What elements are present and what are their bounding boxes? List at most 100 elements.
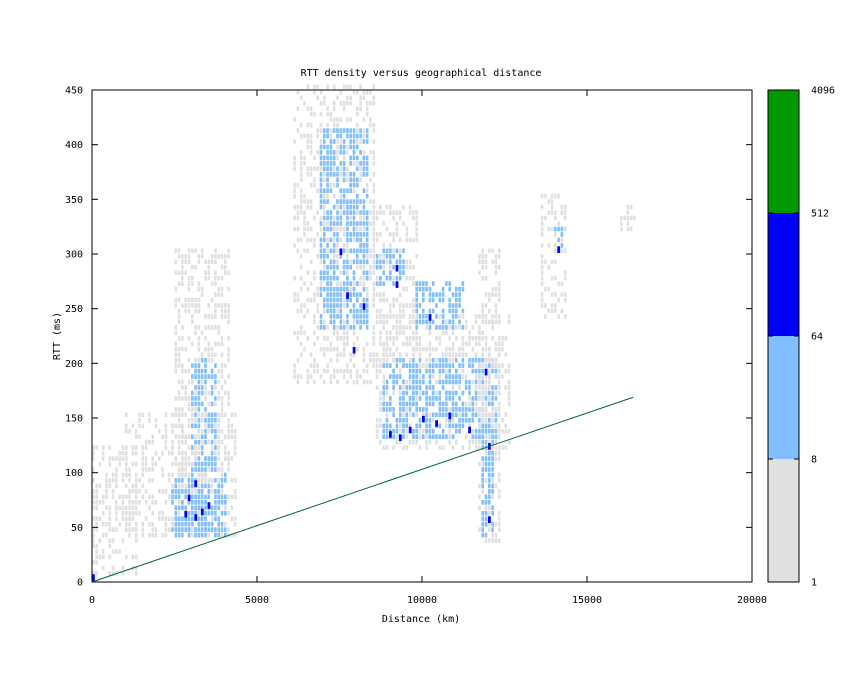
density-cell-10 <box>468 401 471 407</box>
density-cell-12 <box>422 314 425 319</box>
density-cell-11 <box>438 423 442 429</box>
density-cell-1 <box>164 439 168 445</box>
density-cell-10 <box>379 439 382 445</box>
density-cell-15 <box>563 292 567 297</box>
density-cell-11 <box>451 390 455 396</box>
density-cell-1 <box>134 434 138 439</box>
density-cell-8 <box>415 232 418 237</box>
density-cell-11 <box>451 423 455 429</box>
density-cell-7 <box>346 264 349 270</box>
density-cell-11 <box>428 379 432 385</box>
density-cell-11 <box>438 401 442 407</box>
density-cell-6 <box>369 117 372 122</box>
density-cell-1 <box>141 423 145 429</box>
density-cell-7 <box>362 297 366 303</box>
density-cell-11 <box>441 412 445 418</box>
density-cell-7 <box>339 161 343 166</box>
density-cell-4 <box>200 412 204 418</box>
density-cell-0 <box>128 521 131 527</box>
density-cell-10 <box>385 341 389 347</box>
density-cell-14 <box>481 423 484 429</box>
density-cell-7 <box>326 128 329 133</box>
density-cell-10 <box>504 368 508 374</box>
density-cell-1 <box>148 521 151 527</box>
density-cell-11 <box>445 407 448 412</box>
density-cell-6 <box>342 352 346 357</box>
density-cell-10 <box>497 445 501 450</box>
density-cell-13 <box>494 363 498 368</box>
density-cell-11 <box>412 434 415 439</box>
density-cell-8 <box>408 204 412 210</box>
density-cell-15 <box>550 226 554 232</box>
density-cell-17 <box>620 221 623 226</box>
density-cell-7 <box>356 199 359 204</box>
density-cell-7 <box>362 166 366 172</box>
density-cell-7 <box>319 319 323 325</box>
density-cell-7 <box>326 226 329 232</box>
density-cell-6 <box>336 330 339 336</box>
density-cell-4 <box>217 434 220 439</box>
density-cell-6 <box>303 155 306 161</box>
density-cell-7 <box>362 254 366 259</box>
density-cell-0 <box>111 565 115 571</box>
density-cell-10 <box>379 396 382 401</box>
density-cell-5 <box>214 363 217 368</box>
density-cell-4 <box>181 428 184 434</box>
density-cell-8 <box>389 352 392 357</box>
density-cell-10 <box>428 357 432 363</box>
density-cell-6 <box>349 286 352 292</box>
density-cell-7 <box>349 221 352 226</box>
density-cell-3 <box>194 500 197 505</box>
density-cell-7 <box>359 133 362 139</box>
density-cell-11 <box>445 363 448 368</box>
density-cell-4 <box>207 259 211 265</box>
density-cell-6 <box>336 308 339 314</box>
density-cell-6 <box>296 330 300 336</box>
density-cell-4 <box>184 439 187 445</box>
density-cell-7 <box>352 314 356 319</box>
density-cell-5 <box>210 390 214 396</box>
density-cell-1 <box>233 434 237 439</box>
density-cell-7 <box>319 314 323 319</box>
density-cell-0 <box>131 510 135 516</box>
density-cell-14 <box>481 472 484 478</box>
density-cell-0 <box>95 505 98 511</box>
density-cell-2 <box>177 478 181 483</box>
density-cell-6 <box>372 172 376 177</box>
density-cell-7 <box>326 297 329 303</box>
density-cell-7 <box>365 161 369 166</box>
density-cell-7 <box>323 254 326 259</box>
density-cell-7 <box>339 221 343 226</box>
density-cell-6 <box>293 292 296 297</box>
density-cell-11 <box>418 379 422 385</box>
density-cell-11 <box>491 385 494 390</box>
density-cell-11 <box>418 368 422 374</box>
density-cell-10 <box>468 330 471 336</box>
density-cell-4 <box>217 325 220 330</box>
density-cell-11 <box>471 363 475 368</box>
density-cell-1 <box>125 450 128 456</box>
density-cell-8 <box>389 210 392 215</box>
density-cell-12 <box>418 319 422 325</box>
density-cell-8 <box>415 226 418 232</box>
density-cell-2 <box>214 500 217 505</box>
density-cell-7 <box>319 248 323 254</box>
density-cell-7 <box>332 325 336 330</box>
density-cell-12 <box>455 314 458 319</box>
density-cell-0 <box>105 494 108 500</box>
density-cell-7 <box>365 215 369 221</box>
reference-line-segment <box>91 396 634 583</box>
density-cell-3 <box>187 527 191 532</box>
density-cell-14 <box>488 450 491 456</box>
density-cell-2 <box>204 532 207 538</box>
density-cell-6 <box>365 188 369 193</box>
density-cell-10 <box>451 385 455 390</box>
density-cell-10 <box>375 418 379 423</box>
density-cell-6 <box>303 221 306 226</box>
density-cell-7 <box>342 172 346 177</box>
density-cell-7 <box>332 286 336 292</box>
density-cell-7 <box>349 199 352 204</box>
density-cell-6 <box>372 336 376 341</box>
density-cell-6 <box>372 259 376 265</box>
density-cell-10 <box>379 330 382 336</box>
